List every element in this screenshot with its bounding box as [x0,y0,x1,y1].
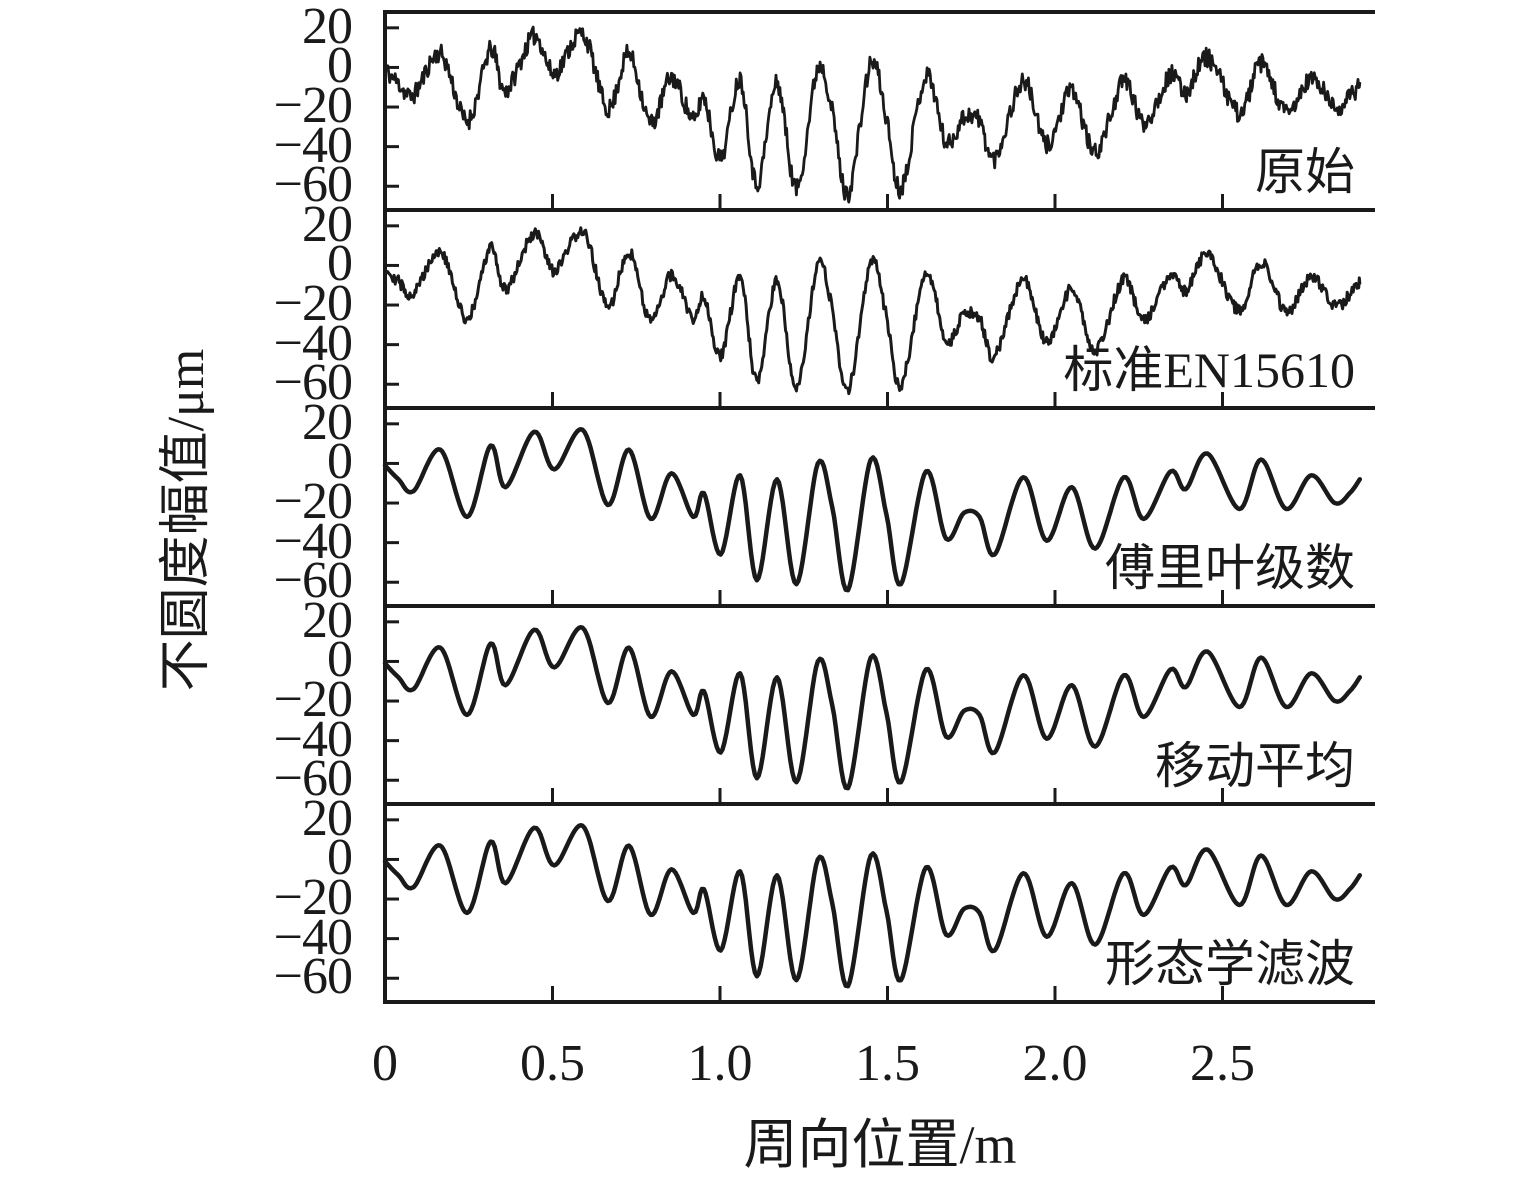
panel-label-1: 标准EN15610 [1063,342,1355,398]
y-tick-label: −40 [273,512,353,570]
y-tick-label: 20 [302,789,353,847]
y-tick-label: 20 [302,195,353,253]
panel-label-2: 傅里叶级数 [1105,540,1355,596]
y-tick-label: −20 [273,671,353,729]
series-line-1 [383,226,1362,396]
y-tick-label: −60 [273,354,353,412]
x-tick-label: 2.0 [1022,1035,1088,1092]
y-tick-label: 20 [302,591,353,649]
y-tick-label: 20 [302,393,353,451]
series-line-0 [383,25,1362,204]
y-tick-label: 20 [302,0,353,55]
series-line-3 [382,624,1363,791]
y-tick-label: 0 [327,235,353,293]
x-tick-label: 0.5 [520,1035,585,1092]
y-tick-label: −20 [273,275,353,333]
y-tick-label: −40 [273,314,353,372]
y-tick-label: −40 [273,710,353,768]
x-axis-title: 周向位置/m [743,1115,1017,1175]
series-line-2 [382,426,1363,593]
x-tick-label: 2.5 [1190,1035,1255,1092]
y-tick-label: 0 [327,829,353,887]
x-tick-label: 1.5 [855,1035,920,1092]
y-tick-label: 0 [327,631,353,689]
y-tick-label: −60 [273,948,353,1006]
y-tick-label: 0 [327,37,353,95]
y-tick-label: −20 [273,869,353,927]
y-tick-label: −60 [273,552,353,610]
y-axis-title: 不圆度幅值/μm [158,348,215,692]
y-tick-label: −20 [273,473,353,531]
x-tick-label: 1.0 [687,1035,753,1092]
panel-label-3: 移动平均 [1155,738,1355,794]
y-tick-label: −40 [273,116,353,174]
y-tick-label: 0 [327,433,353,491]
x-tick-label: 0 [372,1035,398,1092]
series-line-4 [382,822,1363,989]
y-tick-label: −20 [273,77,353,135]
panel-label-0: 原始 [1255,144,1355,200]
y-tick-label: −60 [273,156,353,214]
y-tick-label: −60 [273,750,353,808]
y-tick-label: −40 [273,908,353,966]
panel-label-4: 形态学滤波 [1105,936,1355,992]
